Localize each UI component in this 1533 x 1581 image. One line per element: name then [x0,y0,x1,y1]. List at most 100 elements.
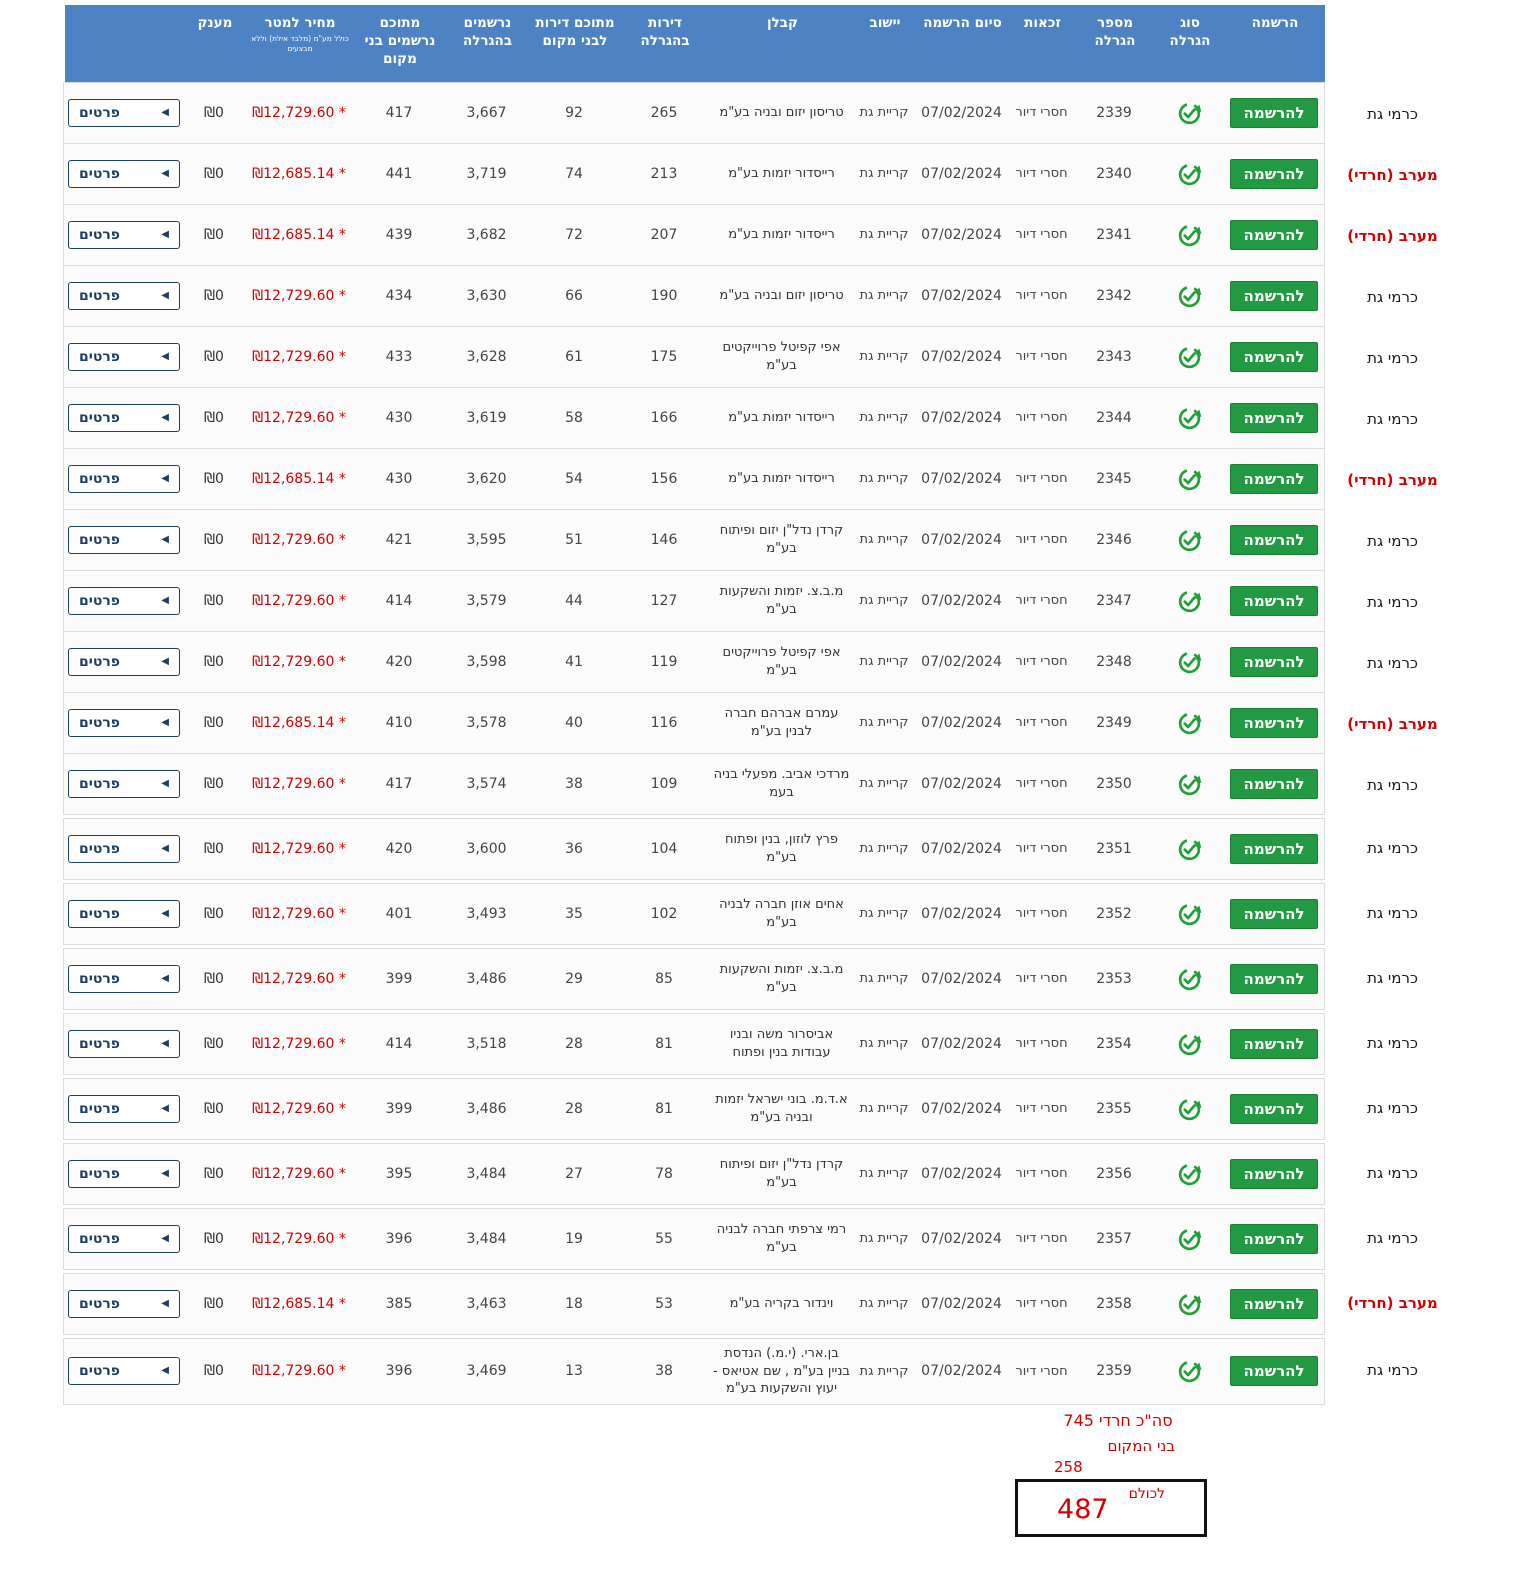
lottery-type-cell [1154,449,1224,509]
register-button[interactable]: להרשמה [1229,1289,1319,1319]
register-button[interactable]: להרשמה [1229,1159,1319,1189]
registration-end-date: 07/02/2024 [921,531,1002,548]
details-button[interactable]: פרטים ◀ [68,1290,180,1318]
table-row: כרמי גת להרשמה 2339 חסרי דיור [63,82,1460,144]
register-cell: להרשמה [1224,754,1324,814]
registrants-locals-count: 441 [385,165,413,182]
registrants-locals-count: 420 [385,653,413,670]
lottery-type-cell [1154,819,1224,879]
registrants-count: 3,630 [466,287,507,304]
col-header-apartments: דירות בהגרלה [640,15,690,50]
register-button[interactable]: להרשמה [1229,1029,1319,1059]
grant-amount: ₪0 [204,1362,224,1379]
contractor: רמי צרפתי חברה לבניה בע"מ [716,1222,847,1255]
chevron-left-icon: ◀ [161,778,169,789]
details-button[interactable]: פרטים ◀ [68,282,180,310]
city: קריית גת [859,227,909,243]
details-button[interactable]: פרטים ◀ [68,1160,180,1188]
details-button[interactable]: פרטים ◀ [68,465,180,493]
price-per-meter: ₪12,729.60 * [252,653,346,670]
details-cell: פרטים ◀ [64,510,184,570]
register-cell: להרשמה [1224,571,1324,631]
registrants-count: 3,486 [466,970,507,987]
refresh-check-icon [1176,771,1203,798]
details-button[interactable]: פרטים ◀ [68,526,180,554]
register-button[interactable]: להרשמה [1229,403,1319,433]
register-button[interactable]: להרשמה [1229,1094,1319,1124]
details-button[interactable]: פרטים ◀ [68,1225,180,1253]
register-button[interactable]: להרשמה [1229,834,1319,864]
lottery-type-cell [1154,144,1224,204]
table-row: כרמי גת להרשמה 2357 חסרי דיור [63,1205,1460,1270]
register-cell: להרשמה [1224,884,1324,944]
details-button[interactable]: פרטים ◀ [68,835,180,863]
chevron-left-icon: ◀ [161,595,169,606]
register-button[interactable]: להרשמה [1229,525,1319,555]
area-label: כרמי גת [1367,287,1418,306]
details-cell: פרטים ◀ [64,205,184,265]
register-button[interactable]: להרשמה [1229,708,1319,738]
city: קריית גת [859,906,909,922]
details-button[interactable]: פרטים ◀ [68,648,180,676]
register-cell: להרשמה [1224,266,1324,326]
details-cell: פרטים ◀ [64,449,184,509]
register-button[interactable]: להרשמה [1229,281,1319,311]
area-label: כרמי גת [1367,775,1418,794]
register-button[interactable]: להרשמה [1229,769,1319,799]
details-button[interactable]: פרטים ◀ [68,709,180,737]
registrants-locals-count: 433 [385,348,413,365]
register-button[interactable]: להרשמה [1229,342,1319,372]
register-button[interactable]: להרשמה [1229,899,1319,929]
apartments-locals-count: 13 [565,1362,583,1379]
registrants-count: 3,579 [466,592,507,609]
price-per-meter: ₪12,729.60 * [252,1230,346,1247]
details-button[interactable]: פרטים ◀ [68,343,180,371]
city: קריית גת [859,532,909,548]
registrants-count: 3,628 [466,348,507,365]
price-per-meter: ₪12,729.60 * [252,348,346,365]
register-button[interactable]: להרשמה [1229,464,1319,494]
register-button[interactable]: להרשמה [1229,1224,1319,1254]
city: קריית גת [859,410,909,426]
details-button[interactable]: פרטים ◀ [68,1030,180,1058]
city: קריית גת [859,1036,909,1052]
details-cell: פרטים ◀ [64,1339,184,1404]
register-button[interactable]: להרשמה [1229,220,1319,250]
details-button[interactable]: פרטים ◀ [68,221,180,249]
apartments-count: 109 [650,775,678,792]
details-cell: פרטים ◀ [64,1209,184,1269]
details-button[interactable]: פרטים ◀ [68,1357,180,1386]
register-button[interactable]: להרשמה [1229,964,1319,994]
details-button[interactable]: פרטים ◀ [68,1095,180,1123]
details-button[interactable]: פרטים ◀ [68,404,180,432]
lottery-number: 2354 [1096,1035,1132,1052]
register-button[interactable]: להרשמה [1229,647,1319,677]
col-header-city: יישוב [869,15,901,31]
register-cell: להרשמה [1224,510,1324,570]
grant-amount: ₪0 [204,653,224,670]
details-button[interactable]: פרטים ◀ [68,587,180,615]
col-header-grant: מענק [197,15,233,31]
eligibility: חסרי דיור [1015,471,1068,487]
refresh-check-icon [1176,222,1203,249]
registrants-count: 3,484 [466,1165,507,1182]
area-label: כרמי גת [1367,838,1418,857]
registration-end-date: 07/02/2024 [921,1295,1002,1312]
lottery-type-cell [1154,754,1224,814]
details-button[interactable]: פרטים ◀ [68,900,180,928]
details-button[interactable]: פרטים ◀ [68,160,180,188]
refresh-check-icon [1176,1161,1203,1188]
table-row: כרמי גת להרשמה 2354 חסרי דיור [63,1010,1460,1075]
apartments-count: 175 [650,348,678,365]
area-label: מערב (חרדי) [1347,165,1438,184]
register-button[interactable]: להרשמה [1229,1356,1319,1387]
area-label: כרמי גת [1367,104,1418,123]
register-button[interactable]: להרשמה [1229,159,1319,189]
table-body: כרמי גת להרשמה 2339 חסרי דיור [63,82,1460,1405]
details-button[interactable]: פרטים ◀ [68,99,180,127]
register-button[interactable]: להרשמה [1229,586,1319,616]
register-button[interactable]: להרשמה [1229,98,1319,128]
details-button[interactable]: פרטים ◀ [68,965,180,993]
eligibility: חסרי דיור [1015,841,1068,857]
details-button[interactable]: פרטים ◀ [68,770,180,798]
